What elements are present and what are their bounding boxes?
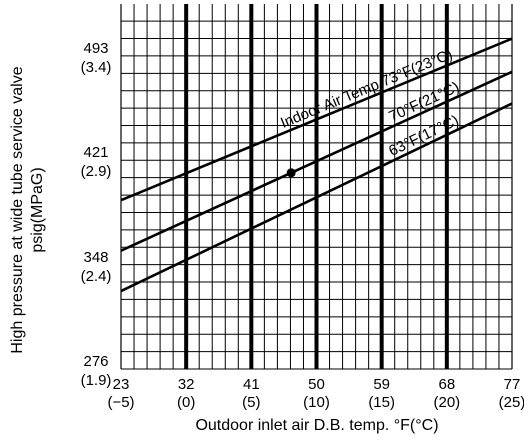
x-tick-label: 77 — [504, 376, 521, 393]
y-tick-sublabel: (1.9) — [81, 372, 112, 389]
marker-layer — [286, 168, 296, 178]
y-tick-label: 493 — [83, 40, 108, 57]
y-tick-sublabel: (3.4) — [81, 59, 112, 76]
data-point-marker — [286, 168, 296, 178]
y-tick-label: 348 — [83, 249, 108, 266]
x-tick-sublabel: (0) — [177, 394, 195, 411]
x-tick-sublabel: (25) — [499, 394, 524, 411]
x-tick-sublabel: (5) — [242, 394, 260, 411]
x-tick: 41(5) — [242, 376, 260, 411]
series-lines — [120, 37, 513, 293]
series-line — [120, 37, 513, 202]
y-tick-labels: 493 (3.4) 421 (2.9) 348 (2.4) 276 (1.9) — [70, 36, 120, 392]
x-tick: 68(20) — [433, 376, 460, 411]
y-tick: 493 (3.4) — [70, 36, 120, 79]
major-grid — [120, 4, 513, 369]
x-axis-label: Outdoor inlet air D.B. temp. °F(°C) — [195, 417, 438, 434]
x-tick-label: 68 — [438, 376, 455, 393]
y-axis-label: High pressure at wide tube service valve… — [9, 66, 46, 353]
x-tick-labels: 23(−5) 32(0) 41(5) 50(10) 59(15) 68(20) 77(25) — [107, 376, 524, 411]
y-tick: 276 (1.9) — [70, 350, 120, 392]
y-tick-sublabel: (2.4) — [81, 268, 112, 285]
x-tick-sublabel: (−5) — [107, 394, 134, 411]
y-tick: 421 (2.9) — [70, 140, 120, 183]
x-tick-sublabel: (20) — [433, 394, 460, 411]
x-tick-label: 50 — [308, 376, 325, 393]
x-tick-label: 59 — [373, 376, 390, 393]
x-tick-sublabel: (15) — [368, 394, 395, 411]
x-tick-label: 41 — [243, 376, 260, 393]
x-tick-sublabel: (10) — [303, 394, 330, 411]
series-label: Indoor Air Temp.73°F(23°C) — [278, 46, 455, 132]
svg-text:psig(MPaG): psig(MPaG) — [29, 167, 46, 252]
series-line — [120, 70, 513, 252]
x-tick: 23(−5) — [107, 376, 134, 411]
x-tick-label: 23 — [113, 376, 130, 393]
y-tick-label: 421 — [83, 144, 108, 161]
x-tick: 59(15) — [368, 376, 395, 411]
x-tick-label: 32 — [178, 376, 195, 393]
y-tick: 348 (2.4) — [70, 246, 120, 289]
x-tick: 77(25) — [499, 376, 524, 411]
x-tick: 32(0) — [177, 376, 195, 411]
y-tick-label: 276 — [83, 353, 108, 370]
svg-text:High pressure at wide tube ser: High pressure at wide tube service valve — [9, 66, 26, 353]
y-tick-sublabel: (2.9) — [81, 163, 112, 180]
series-line — [120, 102, 513, 293]
x-tick: 50(10) — [303, 376, 330, 411]
